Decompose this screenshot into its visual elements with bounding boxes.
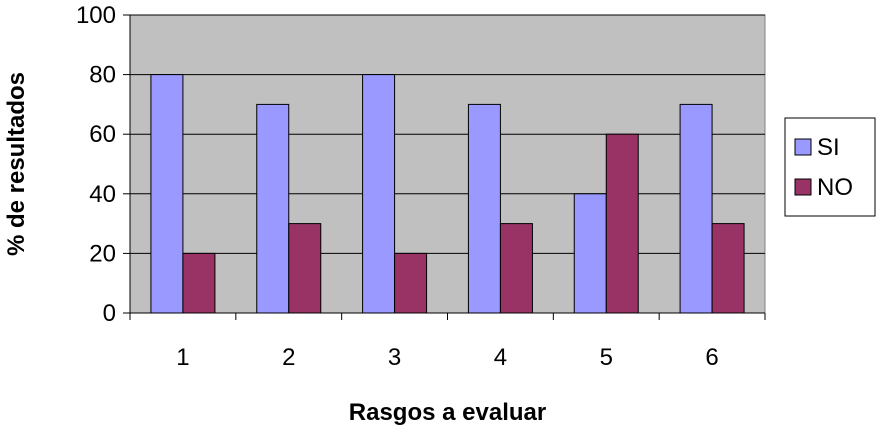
plot-area [129, 14, 766, 314]
x-tick-labels: 1 2 3 4 5 6 [176, 344, 719, 371]
bar-si-1 [150, 74, 184, 314]
bar-no-6 [711, 223, 745, 314]
y-tick-label: 80 [89, 62, 116, 89]
legend-swatch-no [794, 178, 812, 196]
x-axis-title: Rasgos a evaluar [349, 399, 546, 426]
x-tick-label: 6 [705, 344, 718, 371]
gridlines [130, 14, 765, 254]
bar-si-3 [362, 74, 396, 314]
bar-no-5 [605, 133, 639, 314]
bar-no-2 [288, 223, 322, 314]
bar-si-4 [467, 103, 501, 314]
x-tick-label: 5 [600, 344, 613, 371]
bar-si-5 [573, 193, 607, 314]
y-tick-labels: 0 20 40 60 80 100 [76, 2, 116, 327]
y-tick-label: 0 [103, 300, 116, 327]
y-tick-label: 20 [89, 240, 116, 267]
legend-swatch-si [794, 138, 812, 156]
axes [123, 14, 766, 320]
legend-label-no: NO [817, 174, 853, 201]
y-tick-label: 100 [76, 2, 116, 29]
x-tick-label: 4 [494, 344, 507, 371]
y-axis-title: % de resultados [3, 72, 30, 256]
y-tick-label: 40 [89, 181, 116, 208]
x-tick-label: 3 [388, 344, 401, 371]
x-tick-label: 1 [176, 344, 189, 371]
legend: SI NO [784, 117, 876, 217]
legend-label-si: SI [817, 134, 840, 161]
bar-no-1 [182, 252, 216, 314]
x-tick-label: 2 [282, 344, 295, 371]
bar-si-2 [256, 103, 290, 314]
bar-no-3 [394, 252, 428, 314]
y-tick-label: 60 [89, 121, 116, 148]
bars [150, 74, 745, 314]
bar-si-6 [679, 103, 713, 314]
legend-box [784, 117, 876, 217]
bar-no-4 [499, 223, 533, 314]
